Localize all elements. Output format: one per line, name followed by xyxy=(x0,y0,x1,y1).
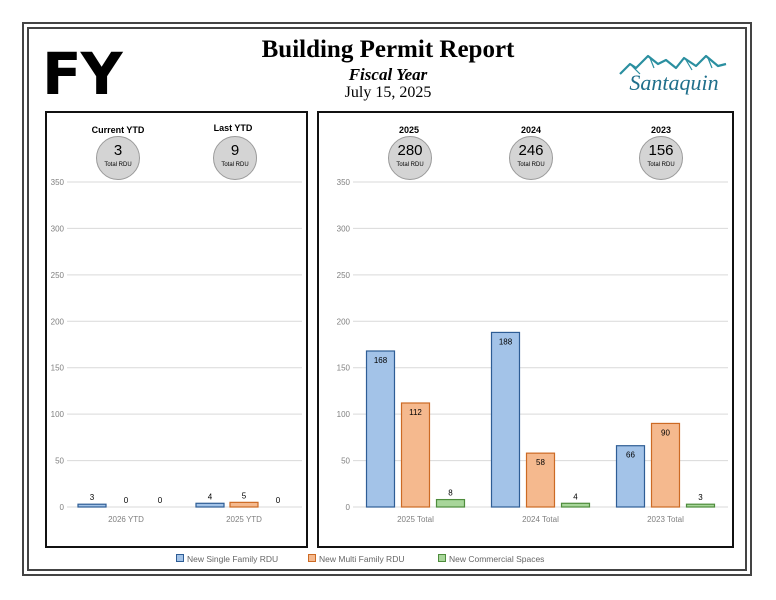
x-tick-label-2023-total: 2023 Total xyxy=(647,515,684,524)
y-tick-label: 350 xyxy=(337,178,351,187)
inner-frame xyxy=(27,27,747,571)
bar-new-single-family-rdu-2023-total xyxy=(615,445,646,508)
summary-circle-last-ytd: 9 Total RDU xyxy=(213,136,257,180)
x-tick-label-2025-ytd: 2025 YTD xyxy=(226,515,262,524)
summary-label-2023: 2023 xyxy=(650,125,672,135)
fy-badge: FY xyxy=(42,40,123,108)
bar-new-single-family-rdu-2024-total xyxy=(490,331,521,508)
summary-label-current-ytd: Current YTD xyxy=(91,125,145,135)
legend-item-commercial: New Commercial Spaces xyxy=(438,553,544,565)
summary-caption-current-ytd: Total RDU xyxy=(104,162,132,168)
bar-new-commercial-spaces-2025-total xyxy=(435,498,466,508)
data-label-new-commercial-spaces-2023-total: 3 xyxy=(698,493,703,502)
y-tick-label: 100 xyxy=(337,410,351,419)
legend-label-single-family: New Single Family RDU xyxy=(187,554,279,564)
legend-swatch-commercial xyxy=(438,554,446,562)
data-label-new-commercial-spaces-2025-total: 8 xyxy=(448,489,453,498)
mountain-icon xyxy=(619,54,727,75)
outer-frame xyxy=(22,22,752,576)
data-label-new-single-family-rdu-2026-ytd: 3 xyxy=(90,493,95,502)
summary-circle-2023: 156 Total RDU xyxy=(639,136,683,180)
legend-swatch-multi-family xyxy=(308,554,316,562)
bar-new-multi-family-rdu-2025-ytd xyxy=(229,501,259,508)
summary-caption-2024: Total RDU xyxy=(517,162,545,168)
y-tick-label: 350 xyxy=(51,178,65,187)
data-label-new-multi-family-rdu-2025-ytd: 5 xyxy=(242,491,247,500)
bar-new-commercial-spaces-2023-total xyxy=(685,503,716,508)
legend-item-single-family: New Single Family RDU xyxy=(176,553,278,565)
bar-new-commercial-spaces-2024-total xyxy=(560,502,591,508)
data-label-new-single-family-rdu-2025-ytd: 4 xyxy=(208,492,213,501)
x-tick-label-2026-ytd: 2026 YTD xyxy=(108,515,144,524)
bar-new-multi-family-rdu-2024-total xyxy=(525,452,556,508)
summary-caption-2025: Total RDU xyxy=(396,162,424,168)
bar-new-single-family-rdu-2025-ytd xyxy=(195,502,225,508)
summary-circle-2025: 280 Total RDU xyxy=(388,136,432,180)
y-tick-label: 250 xyxy=(51,271,65,280)
bar-new-multi-family-rdu-2025-total xyxy=(400,402,431,508)
annual-chart-panel: 2025 280 Total RDU 2024 246 Total RDU 20… xyxy=(317,111,734,548)
ytd-chart-panel: Current YTD 3 Total RDU Last YTD 9 Total… xyxy=(45,111,308,548)
data-label-new-single-family-rdu-2024-total: 188 xyxy=(499,337,513,346)
report-title: Building Permit Report xyxy=(261,36,515,63)
y-tick-label: 300 xyxy=(51,224,65,233)
report-subtitle: Fiscal Year xyxy=(348,65,428,84)
summary-value-2023: 156 xyxy=(648,142,674,159)
data-label-new-commercial-spaces-2026-ytd: 0 xyxy=(158,496,163,505)
logo-text: Santaquin xyxy=(629,70,718,95)
legend-swatch-single-family xyxy=(176,554,184,562)
data-label-new-multi-family-rdu-2025-total: 112 xyxy=(409,408,422,417)
summary-label-2024: 2024 xyxy=(520,125,542,135)
santaquin-logo: Santaquin xyxy=(619,54,727,95)
x-tick-label-2024-total: 2024 Total xyxy=(522,515,559,524)
y-tick-label: 200 xyxy=(337,317,351,326)
data-label-new-multi-family-rdu-2026-ytd: 0 xyxy=(124,496,129,505)
summary-value-2024: 246 xyxy=(518,142,544,159)
summary-value-last-ytd: 9 xyxy=(230,142,240,159)
y-tick-label: 0 xyxy=(346,503,351,512)
data-label-new-single-family-rdu-2023-total: 66 xyxy=(626,451,635,460)
data-label-new-commercial-spaces-2024-total: 4 xyxy=(573,492,578,501)
x-tick-label-2025-total: 2025 Total xyxy=(397,515,434,524)
summary-value-current-ytd: 3 xyxy=(113,142,123,159)
legend-item-multi-family: New Multi Family RDU xyxy=(308,553,404,565)
y-tick-label: 0 xyxy=(60,503,65,512)
report-date: July 15, 2025 xyxy=(344,84,432,101)
legend-label-commercial: New Commercial Spaces xyxy=(449,554,545,564)
summary-circle-2024: 246 Total RDU xyxy=(509,136,553,180)
summary-circle-current-ytd: 3 Total RDU xyxy=(96,136,140,180)
summary-value-2025: 280 xyxy=(397,142,423,159)
bar-new-single-family-rdu-2025-total xyxy=(365,350,396,508)
bar-new-multi-family-rdu-2023-total xyxy=(650,422,681,508)
y-tick-label: 150 xyxy=(51,364,65,373)
y-tick-label: 100 xyxy=(51,410,65,419)
y-tick-label: 150 xyxy=(337,364,351,373)
data-label-new-commercial-spaces-2025-ytd: 0 xyxy=(276,496,281,505)
y-tick-label: 50 xyxy=(55,457,64,466)
summary-label-2025: 2025 xyxy=(398,125,420,135)
y-tick-label: 200 xyxy=(51,317,65,326)
data-label-new-single-family-rdu-2025-total: 168 xyxy=(374,356,388,365)
legend-label-multi-family: New Multi Family RDU xyxy=(319,554,405,564)
y-tick-label: 250 xyxy=(337,271,351,280)
summary-label-last-ytd: Last YTD xyxy=(213,123,253,133)
y-tick-label: 50 xyxy=(341,457,350,466)
summary-caption-last-ytd: Total RDU xyxy=(221,162,249,168)
data-label-new-multi-family-rdu-2023-total: 90 xyxy=(661,428,670,437)
bar-new-single-family-rdu-2026-ytd xyxy=(77,503,107,508)
data-label-new-multi-family-rdu-2024-total: 58 xyxy=(536,458,545,467)
y-tick-label: 300 xyxy=(337,224,351,233)
chart-legend: New Single Family RDU New Multi Family R… xyxy=(0,553,776,567)
annual-bar-chart: 0 50 100 150 200 250 300 350 168 112 8 2025 Total 18… xyxy=(337,178,728,524)
summary-caption-2023: Total RDU xyxy=(647,162,675,168)
